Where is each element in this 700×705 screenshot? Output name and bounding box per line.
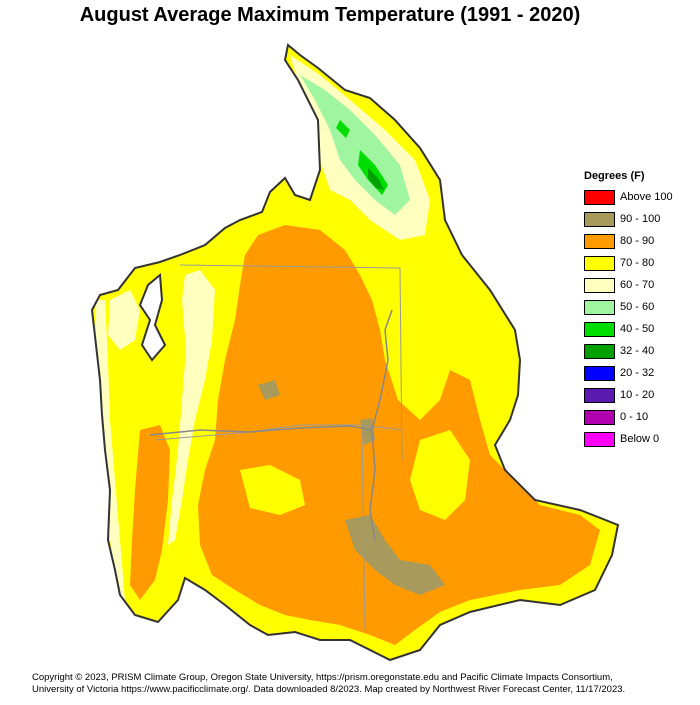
- legend-swatch: [584, 409, 615, 425]
- legend-swatch: [584, 299, 615, 315]
- hot-patch-columbia: [258, 380, 375, 445]
- copyright-footer: Copyright © 2023, PRISM Climate Group, O…: [32, 672, 692, 696]
- olympics-cool: [108, 290, 140, 350]
- legend-item: 32 - 40: [584, 340, 673, 362]
- legend: Degrees (F) Above 100 90 - 100 80 - 90 70 -…: [584, 170, 673, 450]
- legend-item: 90 - 100: [584, 208, 673, 230]
- legend-swatch: [584, 277, 615, 293]
- legend-label: 10 - 20: [620, 389, 655, 401]
- basin-outline: [90, 43, 620, 662]
- legend-swatch: [584, 255, 615, 271]
- legend-label: 40 - 50: [620, 323, 655, 335]
- puget-sound: [138, 272, 167, 362]
- legend-item: 20 - 32: [584, 362, 673, 384]
- legend-swatch: [584, 211, 615, 227]
- footer-line-1: Copyright © 2023, PRISM Climate Group, O…: [32, 672, 613, 683]
- legend-swatch: [584, 387, 615, 403]
- legend-label: 90 - 100: [620, 213, 661, 225]
- legend-label: Below 0: [620, 433, 660, 445]
- cascades-cool: [168, 270, 215, 545]
- legend-label: 70 - 80: [620, 257, 655, 269]
- legend-item: 10 - 20: [584, 384, 673, 406]
- hot-patch-snake-plain: [345, 515, 445, 595]
- legend-item: 40 - 50: [584, 318, 673, 340]
- legend-label: 0 - 10: [620, 411, 649, 423]
- legend-swatch: [584, 233, 615, 249]
- map-title: August Average Maximum Temperature (1991…: [79, 4, 581, 26]
- major-rivers: [149, 309, 393, 541]
- legend-items: Above 100 90 - 100 80 - 90 70 - 80 60 - 70 50…: [584, 186, 673, 450]
- willamette-valley-warm: [130, 425, 170, 600]
- legend-item: 60 - 70: [584, 274, 673, 296]
- columbia-basin-warm: [198, 225, 600, 645]
- legend-item: Below 0: [584, 428, 673, 450]
- legend-label: 20 - 32: [620, 367, 655, 379]
- legend-label: Above 100: [620, 191, 673, 203]
- coast-cool-strip: [95, 300, 125, 600]
- north-peaks-32-40: [368, 168, 384, 190]
- legend-swatch: [584, 365, 615, 381]
- legend-item: 50 - 60: [584, 296, 673, 318]
- legend-swatch: [584, 321, 615, 337]
- legend-swatch: [584, 431, 615, 447]
- legend-label: 80 - 90: [620, 235, 655, 247]
- legend-item: 0 - 10: [584, 406, 673, 428]
- footer-line-2: University of Victoria https://www.pacif…: [32, 684, 626, 695]
- legend-item: 70 - 80: [584, 252, 673, 274]
- legend-title: Degrees (F): [584, 170, 645, 182]
- legend-label: 32 - 40: [620, 345, 655, 357]
- legend-label: 60 - 70: [620, 279, 655, 291]
- legend-label: 50 - 60: [620, 301, 655, 313]
- blue-mountains-mild: [410, 430, 470, 520]
- legend-swatch: [584, 189, 615, 205]
- legend-swatch: [584, 343, 615, 359]
- legend-item: Above 100: [584, 186, 673, 208]
- central-oregon-mild: [240, 465, 305, 515]
- legend-item: 80 - 90: [584, 230, 673, 252]
- state-border-lines: [154, 264, 403, 631]
